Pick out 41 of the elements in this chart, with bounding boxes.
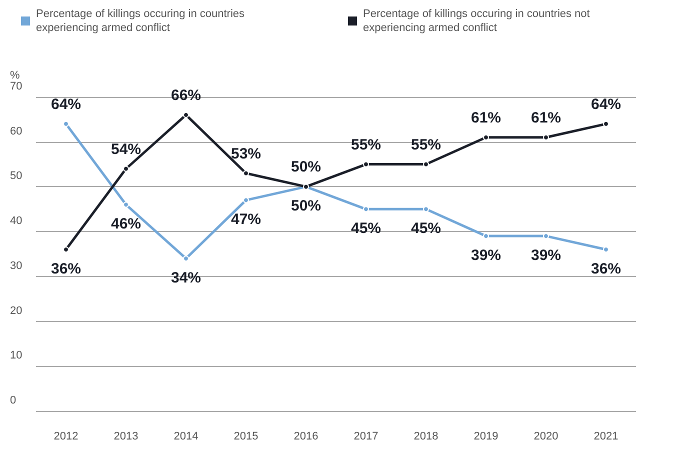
- y-tick-label: 50: [10, 170, 22, 182]
- data-label: 61%: [470, 109, 502, 126]
- y-tick-label: 10: [10, 350, 22, 362]
- y-tick-label: 70: [10, 80, 22, 92]
- y-tick-label: 40: [10, 215, 22, 228]
- y-tick-label: 60: [10, 125, 22, 138]
- x-tick-label: 2013: [114, 430, 138, 442]
- x-tick-label: 2021: [594, 430, 618, 442]
- x-tick-label: 2015: [234, 430, 258, 442]
- data-label: 64%: [50, 96, 82, 113]
- data-label: 34%: [170, 269, 202, 286]
- data-label: 55%: [350, 136, 382, 154]
- x-tick-label: 2016: [294, 430, 318, 442]
- data-label: 50%: [290, 198, 322, 215]
- data-label: 50%: [290, 158, 322, 176]
- y-tick-label: 0: [10, 394, 16, 406]
- data-label: 53%: [230, 145, 262, 162]
- x-tick-label: 2019: [474, 430, 498, 442]
- x-tick-label: 2018: [414, 430, 438, 442]
- y-tick-label: 20: [10, 304, 22, 317]
- data-label: 66%: [170, 86, 202, 104]
- x-tick-label: 2017: [354, 430, 378, 442]
- x-tick-label: 2012: [54, 430, 78, 442]
- legend-label: Percentage of killings occuring in countries experiencing armed conflict: [36, 8, 248, 34]
- data-label: 45%: [410, 220, 442, 238]
- data-label: 64%: [590, 96, 622, 113]
- legend-label: Percentage of killings occuring in countries not experiencing armed conflict: [363, 8, 593, 34]
- data-label: 61%: [530, 109, 562, 126]
- y-tick-label: 30: [10, 260, 22, 272]
- data-label: 36%: [590, 260, 622, 278]
- data-label: 39%: [530, 247, 562, 264]
- data-label: 54%: [110, 140, 142, 158]
- data-label: 55%: [410, 136, 442, 154]
- x-tick-label: 2014: [174, 430, 198, 442]
- data-label: 47%: [230, 211, 262, 228]
- y-axis-title: %: [10, 70, 20, 82]
- data-label: 36%: [50, 260, 82, 278]
- data-label: 45%: [350, 220, 382, 238]
- x-tick-label: 2020: [534, 430, 558, 442]
- data-label: 39%: [470, 247, 502, 264]
- data-label: 46%: [110, 216, 142, 233]
